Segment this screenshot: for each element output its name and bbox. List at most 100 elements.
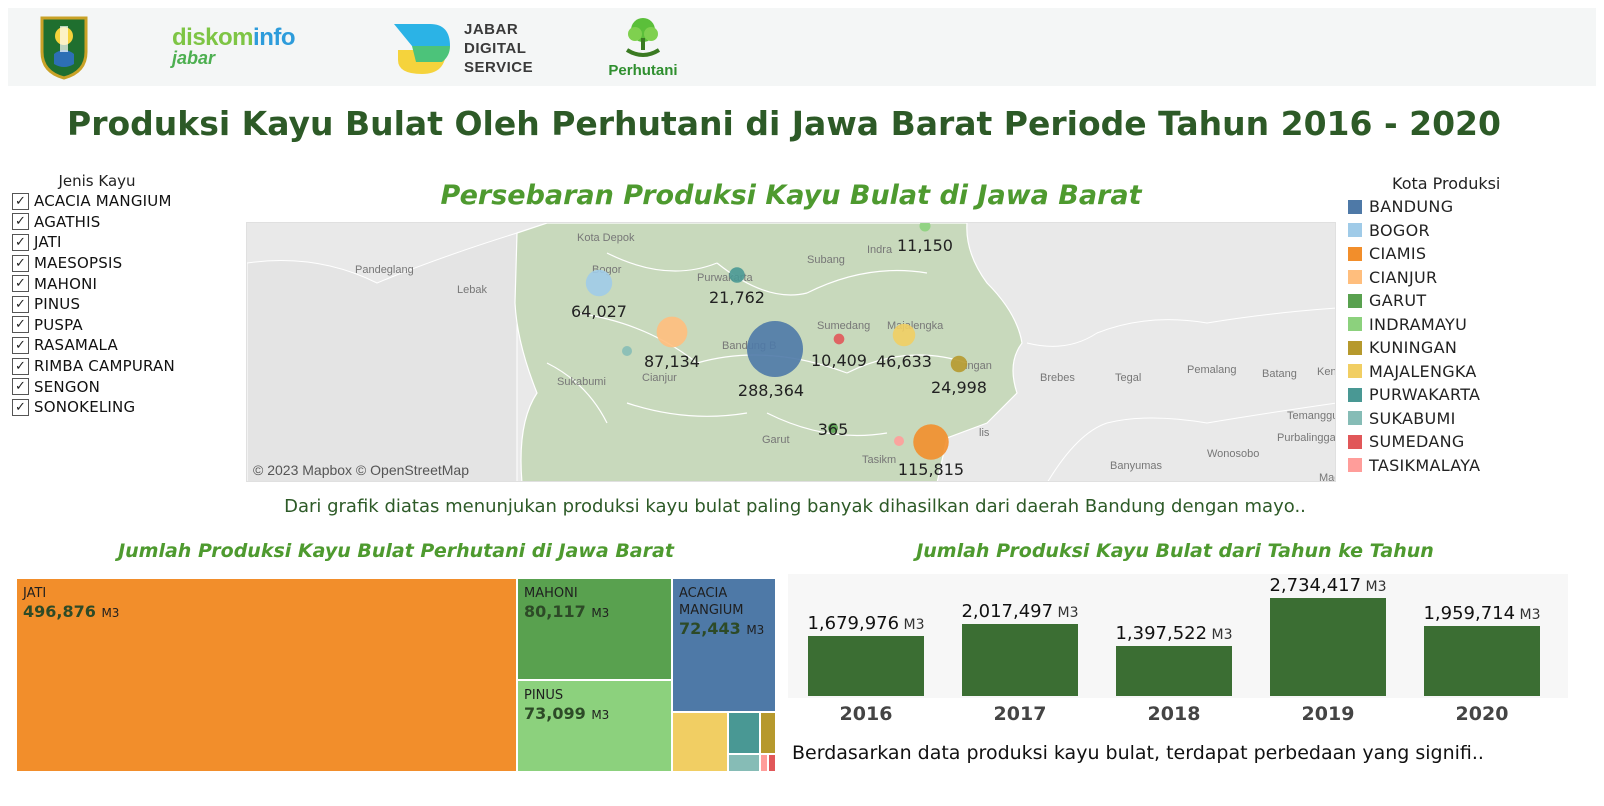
legend-label: INDRAMAYU (1369, 314, 1468, 334)
bubble-purwakarta[interactable] (729, 267, 745, 283)
legend-title: Kota Produksi (1392, 174, 1501, 193)
checkbox[interactable]: ✓ (12, 254, 29, 272)
bubble-sukabumi[interactable] (622, 346, 632, 356)
treemap-tile-small[interactable] (768, 754, 776, 772)
checkbox[interactable]: ✓ (12, 316, 29, 334)
map-caption: Dari grafik diatas menunjukan produksi k… (284, 496, 1306, 517)
bubble-ciamis[interactable] (913, 424, 949, 460)
checkbox[interactable]: ✓ (12, 192, 29, 210)
bubble-garut[interactable] (828, 423, 838, 433)
treemap-tile-small[interactable] (728, 712, 760, 754)
filter-item[interactable]: ✓ SONOKELING (12, 397, 242, 418)
bubble-tasikmalaya[interactable] (894, 436, 904, 446)
bar-unit: M3 (1515, 607, 1540, 623)
bubble-kuningan[interactable] (950, 355, 968, 373)
treemap-tile-small[interactable] (672, 712, 728, 772)
legend-label: TASIKMALAYA (1369, 455, 1481, 475)
filter-item[interactable]: ✓ SENGON (12, 376, 242, 397)
legend-swatch (1348, 387, 1362, 402)
legend-swatch (1348, 458, 1362, 473)
filter-item[interactable]: ✓ MAHONI (12, 273, 242, 294)
filter-item[interactable]: ✓ RIMBA CAMPURAN (12, 356, 242, 377)
legend-swatch (1348, 364, 1362, 379)
legend-label: PURWAKARTA (1369, 385, 1481, 405)
wood-type-filter: Jenis Kayu ✓ ACACIA MANGIUM ✓ AGATHIS ✓ JATI ✓… (12, 172, 242, 418)
bar-value-label: 1,959,714 M3 (1423, 603, 1540, 624)
bubble-map[interactable]: Pandeglang Lebak Kota Depok Bogor Purwakarta… (246, 222, 1336, 482)
filter-item[interactable]: ✓ PINUS (12, 294, 242, 315)
city-legend: Kota Produksi BANDUNG BOGOR CIAMIS CIANJUR G… (1348, 174, 1558, 477)
bubble-value-label: 10,409 (811, 351, 867, 370)
legend-item[interactable]: TASIKMALAYA (1348, 454, 1558, 478)
map-place-label: Purbalingga (1277, 432, 1336, 444)
filter-item[interactable]: ✓ PUSPA (12, 315, 242, 336)
bubble-cianjur[interactable] (656, 316, 688, 348)
dashboard-title: Produksi Kayu Bulat Oleh Perhutani di Ja… (67, 104, 1501, 143)
legend-item[interactable]: PURWAKARTA (1348, 383, 1558, 407)
checkbox[interactable]: ✓ (12, 378, 29, 396)
treemap-tile-mahoni[interactable]: MAHONI 80,117 M3 (517, 578, 672, 680)
checkbox[interactable]: ✓ (12, 233, 29, 251)
filter-item[interactable]: ✓ AGATHIS (12, 212, 242, 233)
bubble-majalengka[interactable] (892, 323, 916, 347)
checkbox[interactable]: ✓ (12, 295, 29, 313)
bar-2018[interactable] (1116, 646, 1232, 696)
bar-2020[interactable] (1424, 626, 1540, 696)
legend-label: MAJALENGKA (1369, 361, 1477, 381)
legend-item[interactable]: CIAMIS (1348, 242, 1558, 266)
treemap-tile-small[interactable] (728, 754, 760, 772)
map-title: Persebaran Produksi Kayu Bulat di Jawa B… (440, 180, 1142, 211)
checkbox[interactable]: ✓ (12, 398, 29, 416)
legend-label: BANDUNG (1369, 197, 1454, 217)
tile-name: JATI (23, 586, 47, 601)
legend-item[interactable]: KUNINGAN (1348, 336, 1558, 360)
filter-item[interactable]: ✓ ACACIA MANGIUM (12, 191, 242, 212)
legend-item[interactable]: GARUT (1348, 289, 1558, 313)
tile-name: ACACIA MANGIUM (679, 586, 744, 618)
tile-value: 73,099 (524, 704, 586, 723)
logo-bar: diskominfo jabar JABAR DIGITAL SERVICE P (8, 8, 1596, 86)
map-attribution: © 2023 Mapbox © OpenStreetMap (253, 462, 469, 478)
bar-chart[interactable]: 1,679,976 M3 2016 2,017,497 M3 2017 1,397,52… (788, 574, 1568, 734)
map-place-label: ingan (965, 360, 992, 372)
legend-item[interactable]: CIANJUR (1348, 266, 1558, 290)
treemap[interactable]: JATI 496,876 M3 MAHONI 80,117 M3 PINUS 7… (16, 578, 776, 772)
checkbox[interactable]: ✓ (12, 336, 29, 354)
bubble-value-label: 365 (818, 420, 849, 439)
bar-category-label: 2018 (1148, 703, 1201, 725)
legend-item[interactable]: MAJALENGKA (1348, 360, 1558, 384)
filter-item-label: RASAMALA (34, 336, 118, 355)
treemap-tile-acacia-mangium[interactable]: ACACIA MANGIUM 72,443 M3 (672, 578, 776, 712)
legend-item[interactable]: SUKABUMI (1348, 407, 1558, 431)
treemap-tile-small[interactable] (760, 754, 768, 772)
checkbox[interactable]: ✓ (12, 357, 29, 375)
checkbox[interactable]: ✓ (12, 275, 29, 293)
bar-2016[interactable] (808, 636, 924, 696)
filter-item[interactable]: ✓ RASAMALA (12, 335, 242, 356)
bubble-sumedang[interactable] (833, 333, 845, 345)
bar-category-label: 2020 (1456, 703, 1509, 725)
treemap-tile-pinus[interactable]: PINUS 73,099 M3 (517, 680, 672, 772)
tile-value: 496,876 (23, 602, 96, 621)
filter-item[interactable]: ✓ MAESOPSIS (12, 253, 242, 274)
legend-label: SUMEDANG (1369, 432, 1465, 452)
map-place-label: Banyumas (1110, 460, 1162, 472)
filter-item-label: RIMBA CAMPURAN (34, 357, 175, 376)
legend-item[interactable]: SUMEDANG (1348, 430, 1558, 454)
legend-item[interactable]: BANDUNG (1348, 195, 1558, 219)
bubble-indramayu[interactable] (919, 223, 931, 232)
map-place-label: Indra (867, 244, 893, 256)
bar-2019[interactable] (1270, 598, 1386, 696)
bar-2017[interactable] (962, 624, 1078, 696)
treemap-tile-small[interactable] (760, 712, 776, 754)
legend-item[interactable]: INDRAMAYU (1348, 313, 1558, 337)
treemap-tile-jati[interactable]: JATI 496,876 M3 (16, 578, 517, 772)
legend-item[interactable]: BOGOR (1348, 219, 1558, 243)
bubble-bandung[interactable] (747, 321, 803, 377)
checkbox[interactable]: ✓ (12, 213, 29, 231)
map-place-label: Subang (807, 254, 845, 266)
bubble-bogor[interactable] (585, 269, 613, 297)
legend-label: GARUT (1369, 291, 1427, 311)
filter-item[interactable]: ✓ JATI (12, 232, 242, 253)
